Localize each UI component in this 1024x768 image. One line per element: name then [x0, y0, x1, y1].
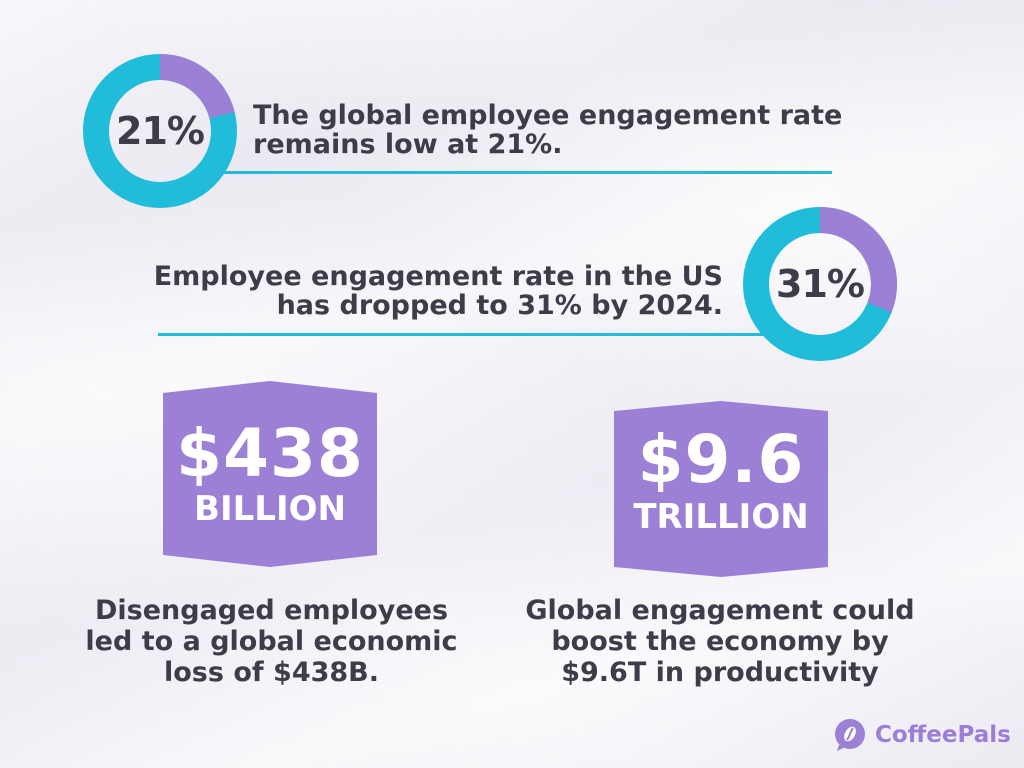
boost-unit: TRILLION [633, 497, 809, 537]
us-rate-value: 31% [776, 262, 865, 306]
global-rate-value: 21% [116, 109, 205, 153]
divider-line [205, 171, 832, 174]
divider-line [158, 333, 783, 336]
loss-badge: $438 BILLION [163, 381, 377, 567]
donut-segment [819, 207, 897, 313]
badge-shape [614, 401, 828, 577]
boost-caption: Global engagement could boost the econom… [525, 595, 915, 688]
boost-amount: $9.6 [637, 421, 805, 498]
brand-name: CoffeePals [875, 722, 1011, 748]
loss-amount: $438 [176, 415, 364, 492]
loss-unit: BILLION [194, 489, 346, 529]
loss-caption: Disengaged employees led to a global eco… [85, 595, 458, 688]
boost-badge: $9.6 TRILLION [614, 401, 828, 577]
us-rate-text: Employee engagement rate in the US has d… [153, 261, 723, 321]
donut-chart-global: 21% [82, 53, 238, 209]
brand-logo: CoffeePals [833, 718, 1011, 752]
donut-segment [159, 54, 235, 119]
donut-chart-us: 31% [742, 206, 898, 362]
coffeepals-logo-icon [835, 719, 865, 751]
global-rate-text: The global employee engagement rate rema… [253, 100, 843, 160]
badge-shape [163, 381, 377, 567]
